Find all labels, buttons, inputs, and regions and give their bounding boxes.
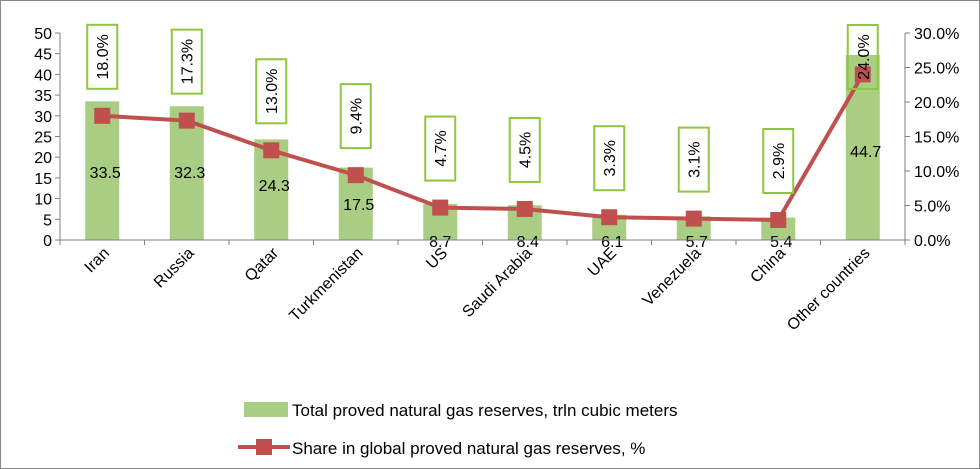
right-tick-label: 10.0%	[914, 164, 959, 181]
bar-value-label: 8.7	[429, 234, 451, 251]
left-tick-label: 5	[43, 212, 52, 229]
bar-other-countries	[845, 54, 880, 240]
percent-label: 3.3%	[602, 140, 619, 176]
percent-label-box	[508, 116, 541, 183]
bar-value-label: 17.5	[343, 197, 374, 214]
share-marker	[263, 142, 280, 159]
percent-label: 4.7%	[433, 130, 450, 166]
percent-label-box	[846, 24, 879, 90]
left-tick-label: 25	[34, 130, 52, 147]
percent-label-box	[255, 58, 288, 125]
share-marker	[432, 199, 449, 216]
legend-bar-label: Total proved natural gas reserves, trln …	[292, 401, 678, 420]
share-marker	[516, 200, 533, 217]
percent-label: 13.0%	[264, 69, 281, 114]
right-tick-label: 15.0%	[914, 130, 959, 147]
percent-label: 2.9%	[771, 143, 788, 179]
share-marker	[601, 209, 618, 226]
right-tick-label: 25.0%	[914, 61, 959, 78]
left-tick-label: 50	[34, 26, 52, 43]
percent-label-box	[170, 28, 203, 95]
left-tick-label: 10	[34, 192, 52, 209]
left-tick-label: 0	[43, 233, 52, 250]
share-marker	[178, 112, 195, 129]
percent-label-box	[593, 125, 626, 192]
left-tick-label: 20	[34, 150, 52, 167]
right-tick-label: 30.0%	[914, 26, 959, 43]
bar-iran	[85, 101, 120, 240]
share-marker	[347, 167, 364, 184]
left-tick-label: 35	[34, 88, 52, 105]
percent-label-box	[339, 83, 372, 150]
percent-label-box	[677, 126, 710, 193]
data-labels: 33.5 32.3 24.3 17.5 8.7 8.4 6.1 5.7 5.4 44.7 18.0%…	[86, 23, 881, 251]
percent-label: 18.0%	[95, 34, 112, 79]
legend-line-marker	[256, 439, 272, 455]
bar-value-label: 5.7	[686, 234, 708, 251]
left-tick-label: 30	[34, 109, 52, 126]
left-tick-label: 45	[34, 47, 52, 64]
share-line	[102, 73, 865, 222]
bar-value-label: 32.3	[174, 165, 205, 182]
legend-bar-swatch	[244, 402, 288, 417]
percent-label-box	[762, 127, 795, 194]
right-tick-label: 5.0%	[914, 199, 950, 216]
bar-china	[761, 217, 796, 240]
bar-value-label: 33.5	[90, 165, 121, 182]
left-tick-label: 40	[34, 67, 52, 84]
percent-label: 17.3%	[180, 39, 197, 84]
legend-line-label: Share in global proved natural gas reser…	[292, 439, 645, 458]
percent-label: 4.5%	[518, 132, 535, 168]
share-marker	[94, 107, 111, 124]
percent-label: 9.4%	[349, 98, 366, 134]
bar-venezuela	[676, 216, 711, 240]
right-tick-label: 0.0%	[914, 233, 950, 250]
percent-label-box	[424, 115, 457, 182]
bar-value-label: 6.1	[601, 234, 623, 251]
percent-label: 3.1%	[687, 141, 704, 177]
share-marker	[854, 66, 871, 83]
share-marker	[770, 211, 787, 228]
share-marker	[685, 210, 702, 227]
percent-label-box	[86, 23, 119, 90]
left-tick-label: 15	[34, 171, 52, 188]
bar-value-label: 8.4	[517, 234, 539, 251]
bar-value-label: 24.3	[259, 178, 290, 195]
legend: Total proved natural gas reserves, trln …	[238, 401, 678, 458]
bar-value-label: 44.7	[850, 144, 881, 161]
right-tick-label: 20.0%	[914, 95, 959, 112]
percent-label: 24.0%	[856, 34, 873, 79]
bar-value-label: 5.4	[770, 234, 792, 251]
line-series	[94, 66, 871, 228]
